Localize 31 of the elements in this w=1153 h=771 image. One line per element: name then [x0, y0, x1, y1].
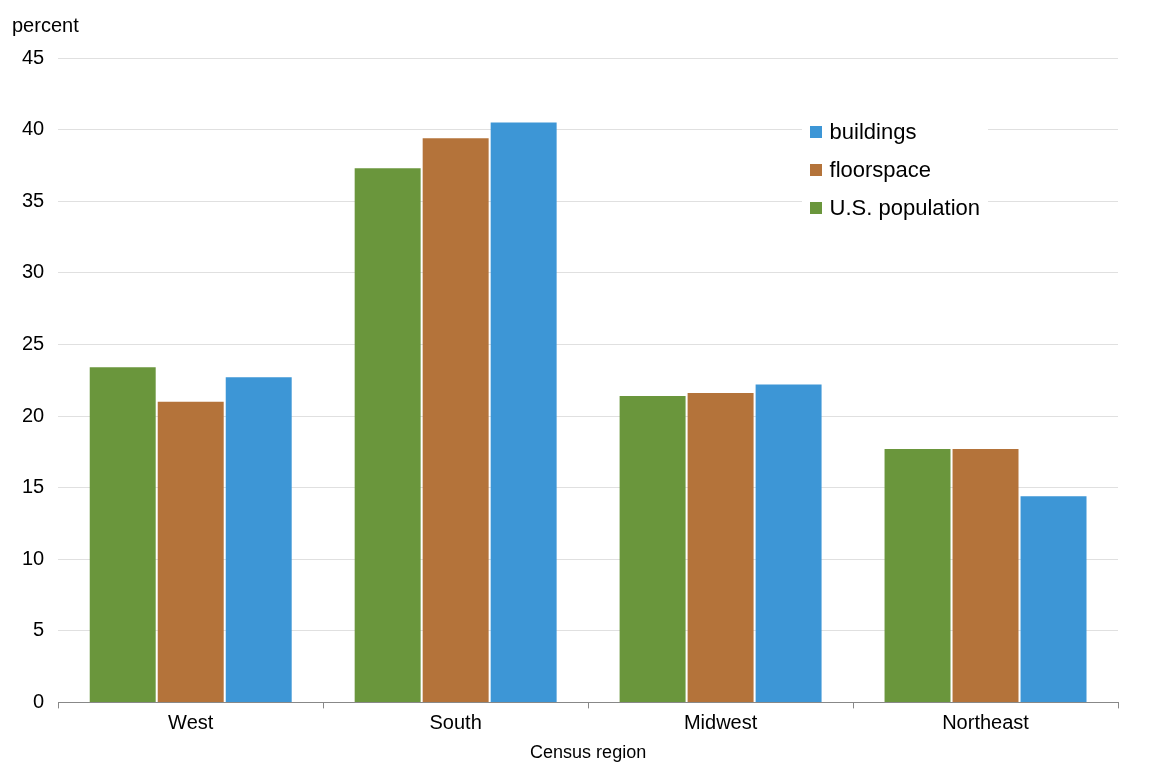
y-tick-label: 45 — [22, 45, 45, 68]
bar — [619, 395, 686, 702]
y-tick-label: 15 — [22, 475, 45, 498]
bar — [354, 168, 421, 702]
bar — [89, 367, 156, 702]
y-tick-label: 0 — [33, 689, 45, 712]
y-tick-label: 10 — [22, 546, 45, 569]
x-tick-label: Northeast — [942, 710, 1030, 733]
bar — [755, 384, 822, 702]
x-axis-title: Census region — [530, 742, 647, 763]
legend-label: U.S. population — [829, 195, 980, 221]
x-tick-label: South — [429, 710, 482, 733]
bar — [422, 138, 489, 702]
bar — [884, 448, 951, 702]
y-tick-label: 25 — [22, 331, 45, 354]
y-tick-label: 35 — [22, 188, 45, 211]
y-axis-title: percent — [12, 13, 80, 36]
bar — [1020, 496, 1087, 702]
y-tick-label: 20 — [22, 403, 45, 426]
x-tick-label: Midwest — [683, 710, 758, 733]
y-tick-label: 30 — [22, 260, 45, 283]
y-tick-label: 5 — [33, 618, 45, 641]
x-tick-label: West — [168, 710, 214, 733]
bar — [952, 448, 1019, 702]
legend-label: buildings — [829, 119, 917, 145]
bar — [490, 122, 557, 702]
legend-label: floorspace — [829, 157, 932, 183]
y-tick-label: 40 — [22, 117, 45, 140]
bar — [225, 377, 292, 702]
bar — [687, 393, 754, 702]
bar — [157, 401, 224, 702]
